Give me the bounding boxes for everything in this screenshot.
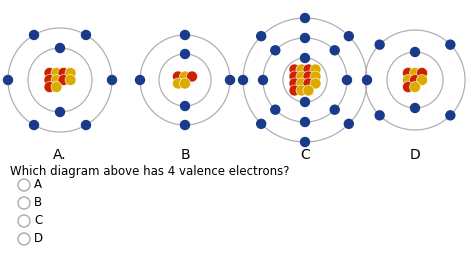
Circle shape xyxy=(289,85,300,96)
Circle shape xyxy=(301,13,310,23)
Circle shape xyxy=(310,64,321,75)
Circle shape xyxy=(310,78,321,89)
Circle shape xyxy=(258,76,267,85)
Circle shape xyxy=(402,68,413,78)
Circle shape xyxy=(180,78,191,89)
Circle shape xyxy=(82,30,91,39)
Circle shape xyxy=(301,97,310,107)
Circle shape xyxy=(44,68,55,78)
Circle shape xyxy=(271,46,280,55)
Circle shape xyxy=(226,76,235,85)
Circle shape xyxy=(410,81,420,93)
Text: B: B xyxy=(180,148,190,162)
Circle shape xyxy=(256,119,265,128)
Circle shape xyxy=(410,47,419,57)
Circle shape xyxy=(363,76,372,85)
Text: A: A xyxy=(34,179,42,191)
Circle shape xyxy=(181,30,190,40)
Circle shape xyxy=(343,76,352,85)
Circle shape xyxy=(238,76,247,85)
Text: B: B xyxy=(34,196,42,210)
Circle shape xyxy=(51,81,62,93)
Text: C: C xyxy=(34,215,42,227)
Circle shape xyxy=(296,64,307,75)
Circle shape xyxy=(301,54,310,62)
Circle shape xyxy=(296,71,307,82)
Circle shape xyxy=(303,71,314,82)
Circle shape xyxy=(51,68,62,78)
Circle shape xyxy=(173,78,183,89)
Circle shape xyxy=(303,78,314,89)
Circle shape xyxy=(296,85,307,96)
Circle shape xyxy=(402,74,413,85)
Circle shape xyxy=(410,74,420,85)
Circle shape xyxy=(289,64,300,75)
Circle shape xyxy=(402,81,413,93)
Circle shape xyxy=(44,74,55,85)
Circle shape xyxy=(375,40,384,49)
Circle shape xyxy=(29,30,38,39)
Circle shape xyxy=(330,105,339,114)
Text: Which diagram above has 4 valence electrons?: Which diagram above has 4 valence electr… xyxy=(10,165,290,178)
Circle shape xyxy=(417,74,428,85)
Circle shape xyxy=(181,49,190,59)
Circle shape xyxy=(410,68,420,78)
Circle shape xyxy=(256,32,265,41)
Circle shape xyxy=(181,121,190,129)
Text: D: D xyxy=(410,148,420,162)
Text: D: D xyxy=(34,232,43,246)
Circle shape xyxy=(289,78,300,89)
Text: C: C xyxy=(300,148,310,162)
Circle shape xyxy=(310,71,321,82)
Circle shape xyxy=(186,71,198,82)
Text: A.: A. xyxy=(53,148,67,162)
Circle shape xyxy=(3,76,12,85)
Circle shape xyxy=(44,81,55,93)
Circle shape xyxy=(301,138,310,146)
Circle shape xyxy=(301,33,310,42)
Circle shape xyxy=(271,105,280,114)
Circle shape xyxy=(303,85,314,96)
Circle shape xyxy=(181,102,190,110)
Circle shape xyxy=(303,64,314,75)
Circle shape xyxy=(296,78,307,89)
Circle shape xyxy=(173,71,183,82)
Circle shape xyxy=(55,44,64,52)
Circle shape xyxy=(301,117,310,126)
Circle shape xyxy=(65,68,76,78)
Circle shape xyxy=(29,121,38,129)
Circle shape xyxy=(58,68,69,78)
Circle shape xyxy=(344,119,353,128)
Circle shape xyxy=(51,74,62,85)
Circle shape xyxy=(417,68,428,78)
Circle shape xyxy=(289,71,300,82)
Circle shape xyxy=(446,111,455,120)
Circle shape xyxy=(58,74,69,85)
Circle shape xyxy=(330,46,339,55)
Circle shape xyxy=(180,71,191,82)
Circle shape xyxy=(55,107,64,117)
Circle shape xyxy=(344,32,353,41)
Circle shape xyxy=(108,76,117,85)
Circle shape xyxy=(375,111,384,120)
Circle shape xyxy=(136,76,145,85)
Circle shape xyxy=(82,121,91,129)
Circle shape xyxy=(410,104,419,112)
Circle shape xyxy=(446,40,455,49)
Circle shape xyxy=(65,74,76,85)
